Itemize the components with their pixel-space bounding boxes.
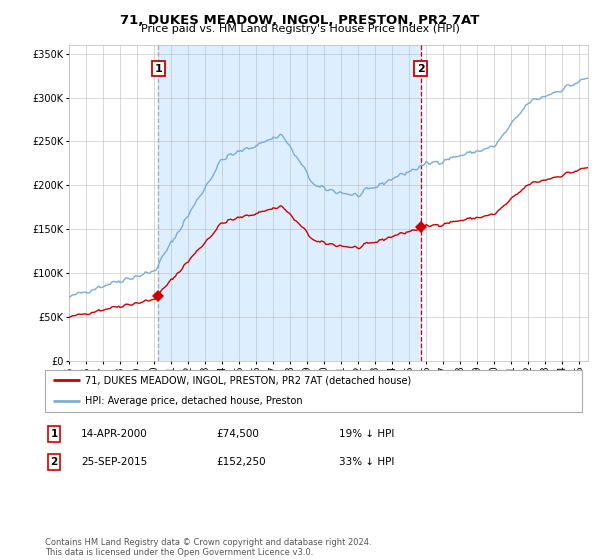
Text: 25-SEP-2015: 25-SEP-2015 — [81, 457, 147, 467]
Text: 71, DUKES MEADOW, INGOL, PRESTON, PR2 7AT (detached house): 71, DUKES MEADOW, INGOL, PRESTON, PR2 7A… — [85, 375, 412, 385]
Text: 71, DUKES MEADOW, INGOL, PRESTON, PR2 7AT: 71, DUKES MEADOW, INGOL, PRESTON, PR2 7A… — [121, 14, 479, 27]
Text: 1: 1 — [50, 429, 58, 439]
Text: £74,500: £74,500 — [216, 429, 259, 439]
Text: 1: 1 — [154, 63, 162, 73]
Text: 33% ↓ HPI: 33% ↓ HPI — [339, 457, 394, 467]
Text: 19% ↓ HPI: 19% ↓ HPI — [339, 429, 394, 439]
Text: 2: 2 — [417, 63, 425, 73]
Text: Price paid vs. HM Land Registry's House Price Index (HPI): Price paid vs. HM Land Registry's House … — [140, 24, 460, 34]
Bar — [158, 45, 421, 361]
Text: HPI: Average price, detached house, Preston: HPI: Average price, detached house, Pres… — [85, 396, 303, 406]
Text: 14-APR-2000: 14-APR-2000 — [81, 429, 148, 439]
FancyBboxPatch shape — [45, 370, 582, 412]
Text: 2: 2 — [50, 457, 58, 467]
Text: Contains HM Land Registry data © Crown copyright and database right 2024.
This d: Contains HM Land Registry data © Crown c… — [45, 538, 371, 557]
Text: £152,250: £152,250 — [216, 457, 266, 467]
